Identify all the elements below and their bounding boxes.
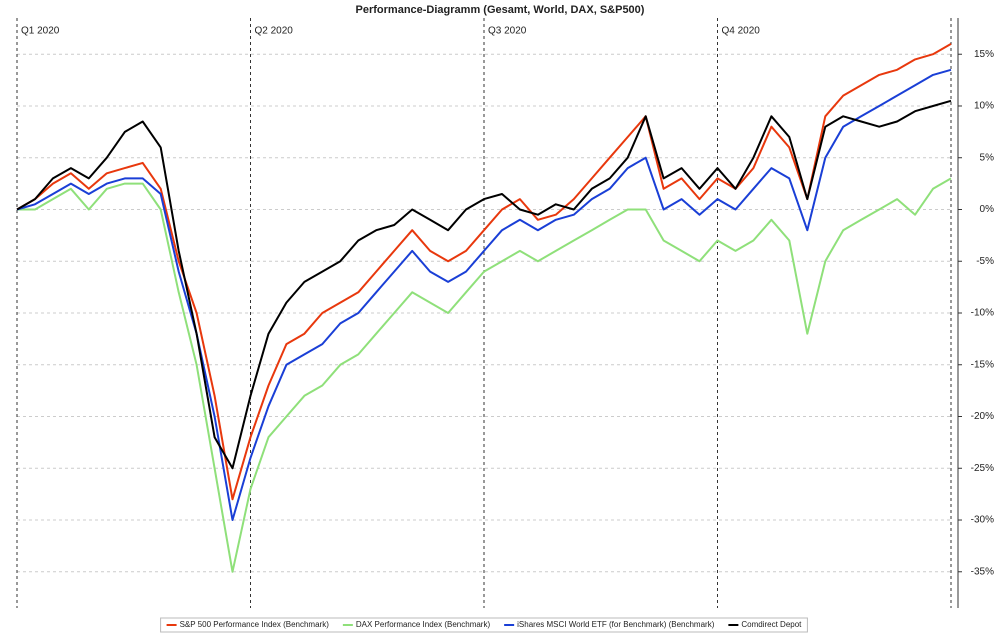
legend-label: Comdirect Depot bbox=[741, 620, 802, 629]
y-tick-label: 0% bbox=[980, 204, 995, 215]
chart-title: Performance-Diagramm (Gesamt, World, DAX… bbox=[356, 4, 645, 16]
y-tick-label: -15% bbox=[971, 359, 994, 370]
legend: S&P 500 Performance Index (Benchmark) DAX… bbox=[160, 617, 808, 633]
x-tick-label: Q4 2020 bbox=[722, 26, 761, 37]
y-tick-label: -5% bbox=[976, 256, 994, 267]
y-tick-label: -10% bbox=[971, 308, 994, 319]
y-tick-label: -35% bbox=[971, 566, 994, 577]
series-line bbox=[17, 177, 952, 573]
series-line bbox=[16, 99, 952, 470]
x-tick-label: Q3 2020 bbox=[488, 26, 527, 37]
x-tick-label: Q2 2020 bbox=[255, 26, 294, 37]
y-tick-label: -25% bbox=[971, 463, 994, 474]
legend-label: S&P 500 Performance Index (Benchmark) bbox=[180, 620, 330, 629]
y-tick-label: -30% bbox=[971, 515, 994, 526]
legend-box bbox=[160, 617, 808, 633]
x-tick-label: Q1 2020 bbox=[21, 26, 60, 37]
series-line bbox=[16, 68, 952, 521]
legend-label: DAX Performance Index (Benchmark) bbox=[356, 620, 491, 629]
y-tick-label: -20% bbox=[971, 411, 994, 422]
legend-label: iShares MSCI World ETF (for Benchmark) (… bbox=[517, 620, 715, 629]
y-tick-label: 15% bbox=[974, 49, 994, 60]
y-tick-label: 5% bbox=[980, 152, 995, 163]
y-tick-label: 10% bbox=[974, 101, 994, 112]
series-line bbox=[16, 43, 952, 501]
